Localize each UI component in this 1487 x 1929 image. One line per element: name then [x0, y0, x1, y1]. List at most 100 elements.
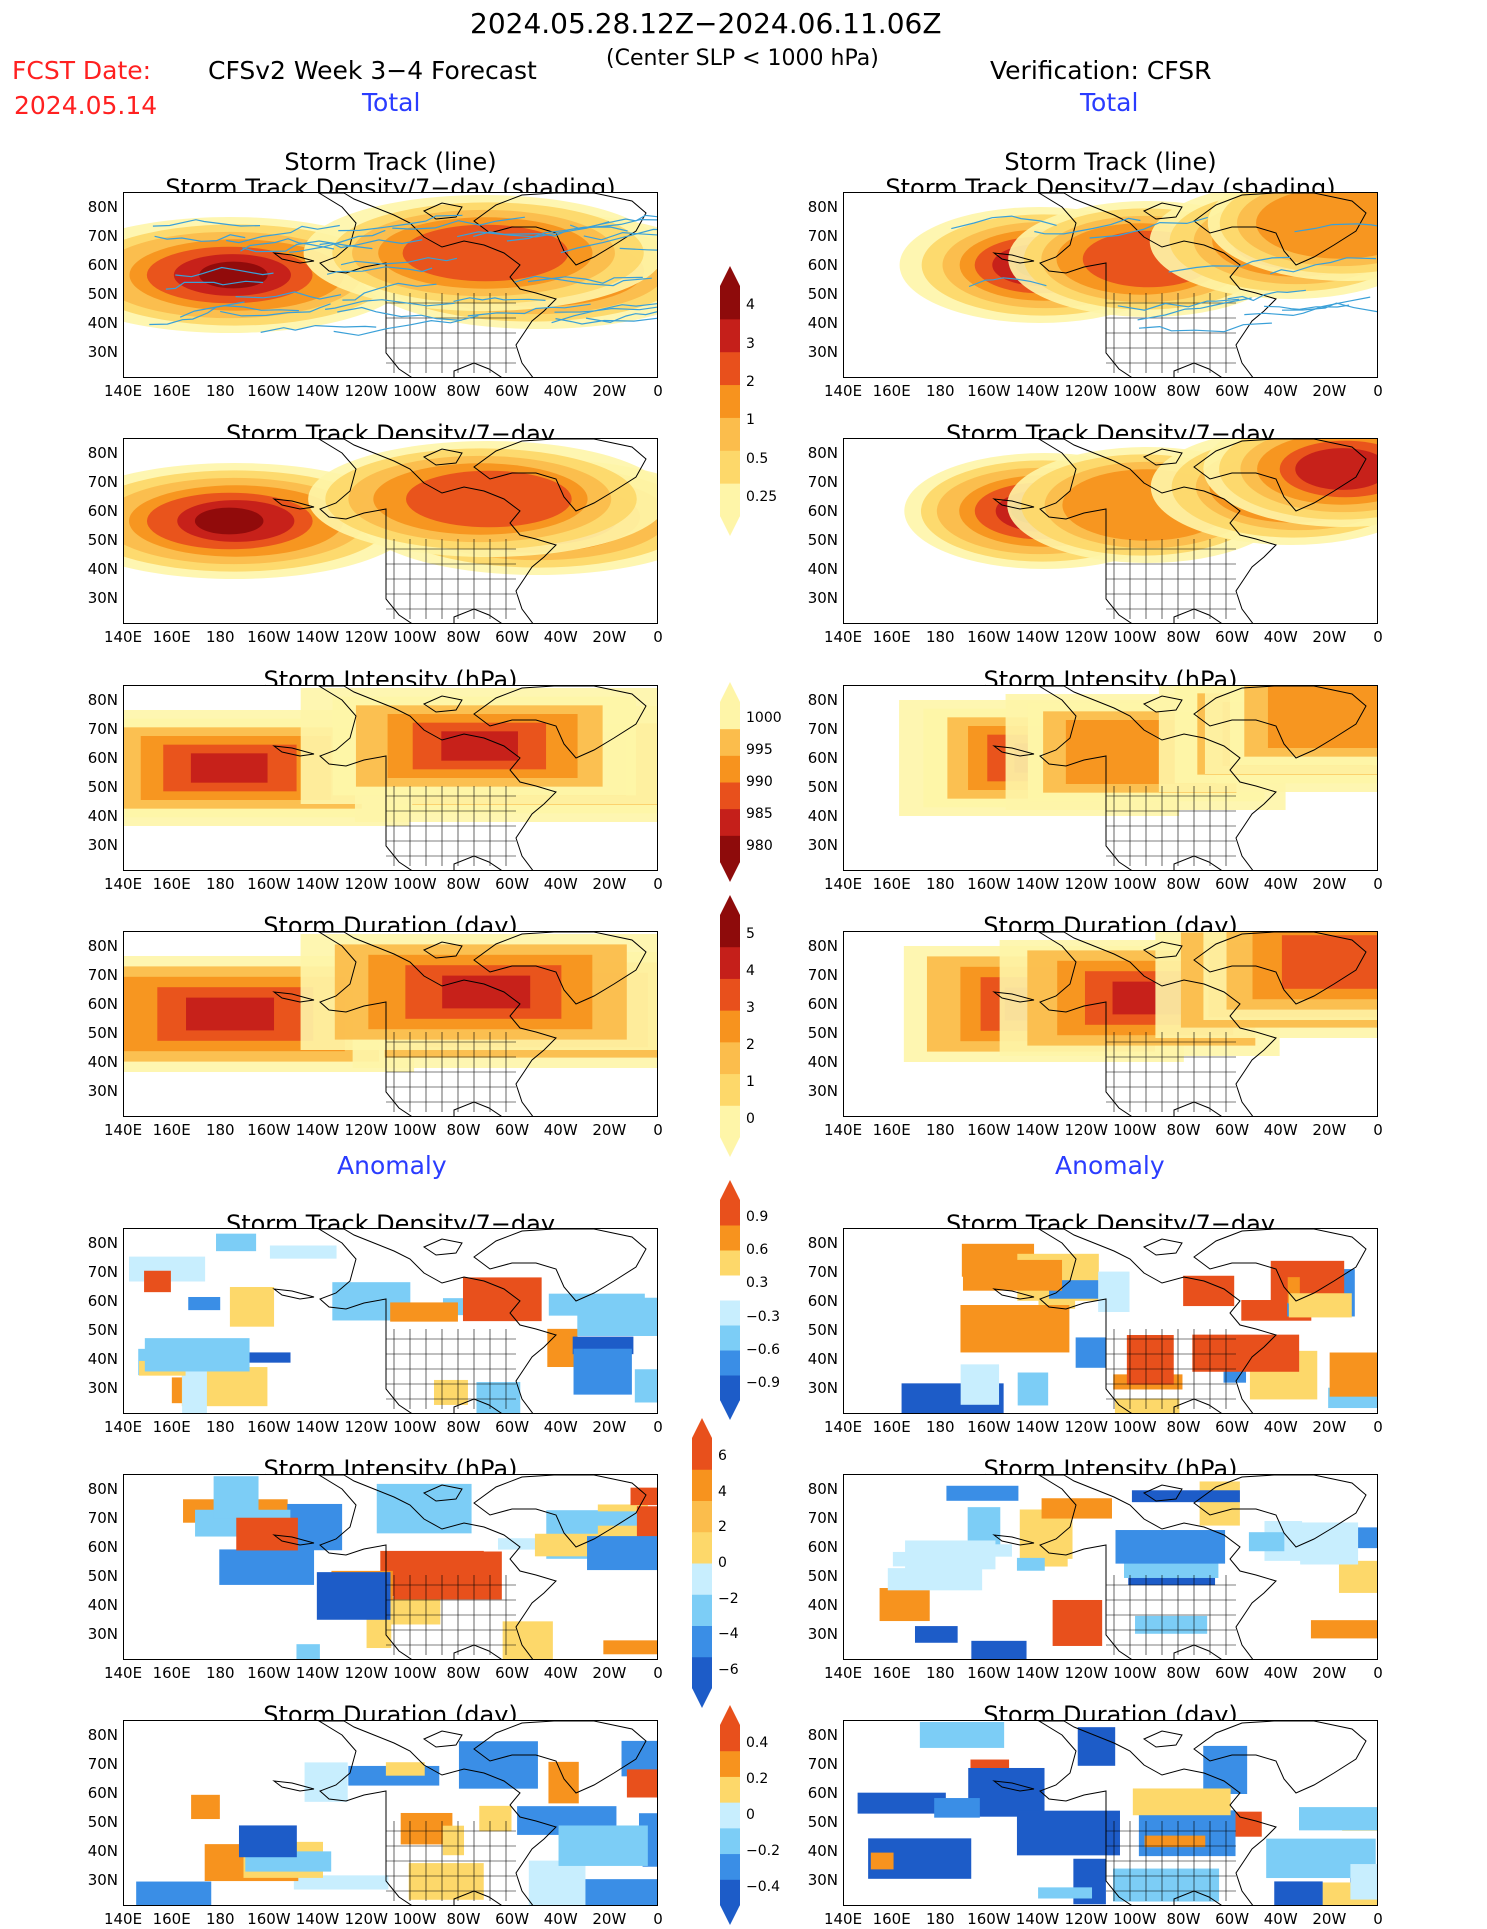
lat-tick-label: 70N: [87, 966, 118, 984]
lon-tick-label: 140E: [103, 382, 143, 400]
colorbar-label: 4: [746, 962, 755, 979]
map-plot: [899, 193, 1377, 377]
lat-tick-label: 40N: [87, 1053, 118, 1071]
lon-tick-label: 100W: [393, 1910, 437, 1928]
lon-tick-label: 140E: [823, 1121, 863, 1139]
colorbar-label: 980: [746, 838, 773, 854]
lon-tick-label: 140W: [295, 628, 340, 646]
lon-tick-label: 80W: [446, 1664, 481, 1682]
lon-tick-label: 160W: [247, 1418, 291, 1436]
panel-title: Storm Track (line): [1004, 148, 1217, 176]
lon-tick-label: 140E: [823, 628, 863, 646]
lon-tick-label: 180: [205, 1121, 235, 1139]
lon-tick-label: 180: [205, 382, 235, 400]
colorbar-label: 995: [746, 742, 773, 758]
lat-tick-label: 50N: [807, 531, 838, 549]
lon-tick-label: 160W: [967, 628, 1011, 646]
lat-tick-label: 50N: [87, 1813, 118, 1831]
lon-tick-label: 120W: [1064, 628, 1108, 646]
lon-tick-label: 20W: [1312, 628, 1347, 646]
lon-tick-label: 20W: [1312, 382, 1347, 400]
lon-tick-label: 160E: [152, 875, 191, 893]
lon-tick-label: 60W: [1215, 1664, 1250, 1682]
lon-tick-label: 0: [653, 382, 663, 400]
lon-tick-label: 60W: [495, 382, 530, 400]
lat-tick-label: 70N: [807, 1509, 838, 1527]
lat-tick-label: 50N: [87, 1321, 118, 1339]
lon-tick-label: 180: [925, 1418, 955, 1436]
lat-tick-label: 30N: [807, 1379, 838, 1397]
lat-tick-label: 70N: [807, 1755, 838, 1773]
lat-tick-label: 50N: [87, 285, 118, 303]
fcst-date-label: FCST Date:: [12, 56, 152, 85]
map-plot: [183, 1475, 657, 1659]
lon-tick-label: 180: [925, 875, 955, 893]
slp-subtitle: (Center SLP < 1000 hPa): [606, 46, 879, 71]
lat-tick-label: 70N: [807, 1263, 838, 1281]
lon-tick-label: 100W: [393, 1664, 437, 1682]
lon-tick-label: 140E: [103, 1121, 143, 1139]
lon-tick-label: 160W: [967, 1910, 1011, 1928]
lon-tick-label: 120W: [1064, 1418, 1108, 1436]
lon-tick-label: 100W: [1113, 1121, 1157, 1139]
lat-tick-label: 60N: [87, 1784, 118, 1802]
lat-tick-label: 80N: [807, 937, 838, 955]
lon-tick-label: 0: [653, 1910, 663, 1928]
colorbar-label: 2: [746, 373, 755, 390]
lat-tick-label: 60N: [87, 1538, 118, 1556]
lon-tick-label: 20W: [592, 382, 627, 400]
map-plot: [904, 439, 1377, 623]
map-plot: [124, 686, 657, 870]
panel-title: Storm Track (line): [284, 148, 497, 176]
lon-tick-label: 0: [653, 1121, 663, 1139]
lat-tick-label: 50N: [87, 531, 118, 549]
lat-tick-label: 30N: [87, 1625, 118, 1643]
lon-tick-label: 180: [925, 1910, 955, 1928]
lon-tick-label: 120W: [1064, 382, 1108, 400]
total-left-label: Total: [362, 88, 421, 117]
lon-tick-label: 20W: [592, 1664, 627, 1682]
lon-tick-label: 80W: [1166, 382, 1201, 400]
lon-tick-label: 80W: [446, 1418, 481, 1436]
verification-title: Verification: CFSR: [990, 56, 1212, 85]
colorbar-label: 0.4: [746, 1735, 769, 1751]
lon-tick-label: 60W: [1215, 875, 1250, 893]
anomaly-left-label: Anomaly: [337, 1151, 447, 1180]
lat-tick-label: 80N: [807, 691, 838, 709]
colorbar-label: 3: [746, 335, 755, 352]
lon-tick-label: 20W: [592, 1121, 627, 1139]
lon-tick-label: 80W: [446, 1910, 481, 1928]
lat-tick-label: 60N: [807, 256, 838, 274]
colorbar-intensity: 1000 995 990 985 980: [718, 682, 782, 886]
lat-tick-label: 30N: [807, 1082, 838, 1100]
lat-tick-label: 70N: [87, 473, 118, 491]
lon-tick-label: 0: [1373, 875, 1383, 893]
lon-tick-label: 160E: [872, 1121, 911, 1139]
lon-tick-label: 180: [205, 628, 235, 646]
lon-tick-label: 140E: [823, 1664, 863, 1682]
lat-tick-label: 30N: [807, 589, 838, 607]
lat-tick-label: 30N: [807, 343, 838, 361]
lon-tick-label: 120W: [1064, 875, 1108, 893]
lon-tick-label: 160E: [872, 1664, 911, 1682]
lon-tick-label: 40W: [543, 1121, 578, 1139]
lon-tick-label: 40W: [543, 1910, 578, 1928]
lon-tick-label: 180: [925, 382, 955, 400]
lon-tick-label: 60W: [495, 1910, 530, 1928]
lat-tick-label: 80N: [87, 1726, 118, 1744]
lat-tick-label: 40N: [807, 560, 838, 578]
map-panel: [123, 1474, 658, 1660]
lat-tick-label: 50N: [807, 1813, 838, 1831]
model-title: CFSv2 Week 3−4 Forecast: [208, 56, 537, 85]
map-panel: [843, 1720, 1378, 1906]
colorbar-label: 1: [746, 1073, 755, 1090]
lat-tick-label: 40N: [87, 314, 118, 332]
lat-tick-label: 50N: [807, 1567, 838, 1585]
lon-tick-label: 100W: [393, 628, 437, 646]
lon-tick-label: 160W: [247, 1121, 291, 1139]
lon-tick-label: 160W: [247, 1664, 291, 1682]
lon-tick-label: 0: [1373, 628, 1383, 646]
lat-tick-label: 50N: [87, 1567, 118, 1585]
lat-tick-label: 60N: [807, 995, 838, 1013]
anomaly-right-label: Anomaly: [1055, 1151, 1165, 1180]
